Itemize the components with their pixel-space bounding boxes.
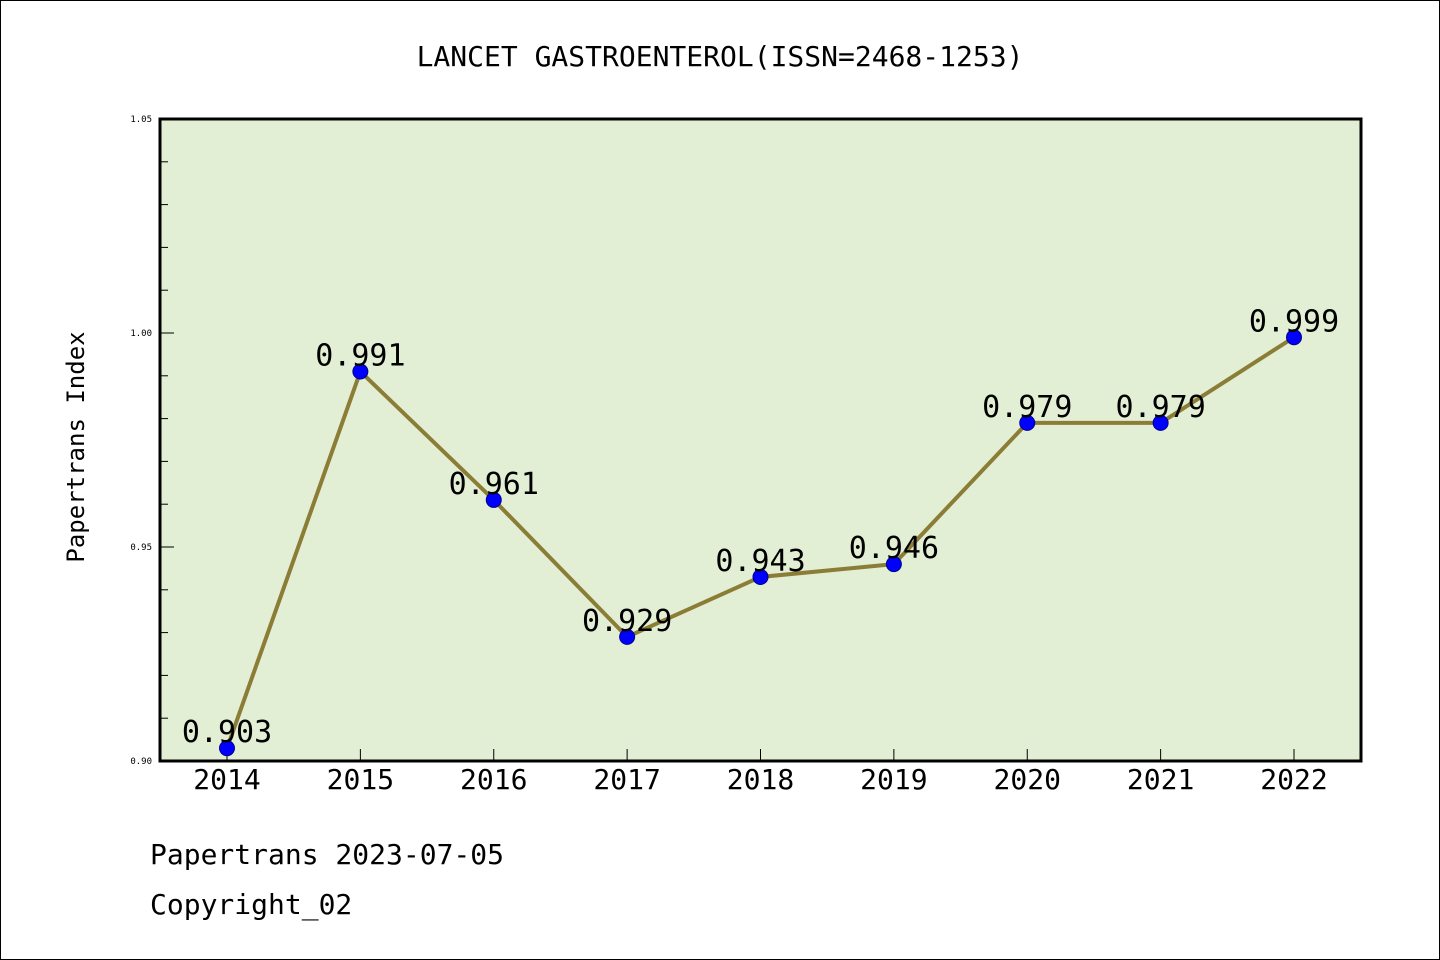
x-tick-label: 2016 bbox=[460, 763, 527, 796]
footer-copyright: Copyright_02 bbox=[150, 888, 352, 922]
plot-area bbox=[158, 117, 1363, 763]
x-tick-label: 2020 bbox=[994, 763, 1061, 796]
x-tick-label: 2018 bbox=[727, 763, 794, 796]
data-label: 0.946 bbox=[849, 531, 939, 566]
data-point bbox=[885, 556, 902, 573]
data-point bbox=[352, 363, 369, 380]
footer-date: Papertrans 2023-07-05 bbox=[150, 838, 504, 871]
x-tick-label: 2022 bbox=[1260, 763, 1327, 796]
x-axis-ticks: 2014 2015 2016 2017 2018 2019 2020 2021 2022 bbox=[193, 749, 1328, 796]
y-tick-label: 0.95 bbox=[130, 543, 152, 553]
data-point bbox=[1152, 414, 1169, 431]
data-label: 0.903 bbox=[182, 715, 272, 750]
data-point bbox=[219, 740, 235, 757]
data-label: 0.929 bbox=[582, 604, 672, 639]
data-labels: 0.903 0.991 0.961 0.929 0.943 0.946 0.979 0.979… bbox=[182, 304, 1339, 750]
data-point bbox=[752, 568, 769, 585]
x-tick-label: 2019 bbox=[860, 763, 927, 796]
x-tick-label: 2017 bbox=[593, 763, 660, 796]
data-label: 0.961 bbox=[449, 467, 539, 502]
x-tick-label: 2021 bbox=[1127, 763, 1194, 796]
y-axis-ticks: 0.90 0.95 1.00 1.05 bbox=[130, 115, 174, 767]
data-label: 0.943 bbox=[715, 544, 805, 579]
data-point bbox=[619, 628, 636, 645]
data-point bbox=[1286, 329, 1302, 346]
y-tick-label: 1.05 bbox=[130, 115, 152, 125]
data-label: 0.979 bbox=[1115, 390, 1205, 425]
chart-title: LANCET GASTROENTEROL(ISSN=2468-1253) bbox=[417, 40, 1024, 73]
y-tick-label: 1.00 bbox=[130, 329, 152, 339]
data-point bbox=[1019, 414, 1036, 431]
data-point bbox=[485, 491, 502, 508]
y-minor-ticks bbox=[160, 161, 168, 719]
data-label: 0.991 bbox=[315, 339, 405, 374]
x-tick-label: 2014 bbox=[193, 763, 260, 796]
y-axis-label: Papertrans Index bbox=[62, 331, 90, 562]
data-markers bbox=[219, 329, 1302, 757]
data-label: 0.999 bbox=[1249, 304, 1339, 339]
y-tick-label: 0.90 bbox=[130, 757, 152, 767]
data-label: 0.979 bbox=[982, 390, 1072, 425]
x-tick-label: 2015 bbox=[327, 763, 394, 796]
